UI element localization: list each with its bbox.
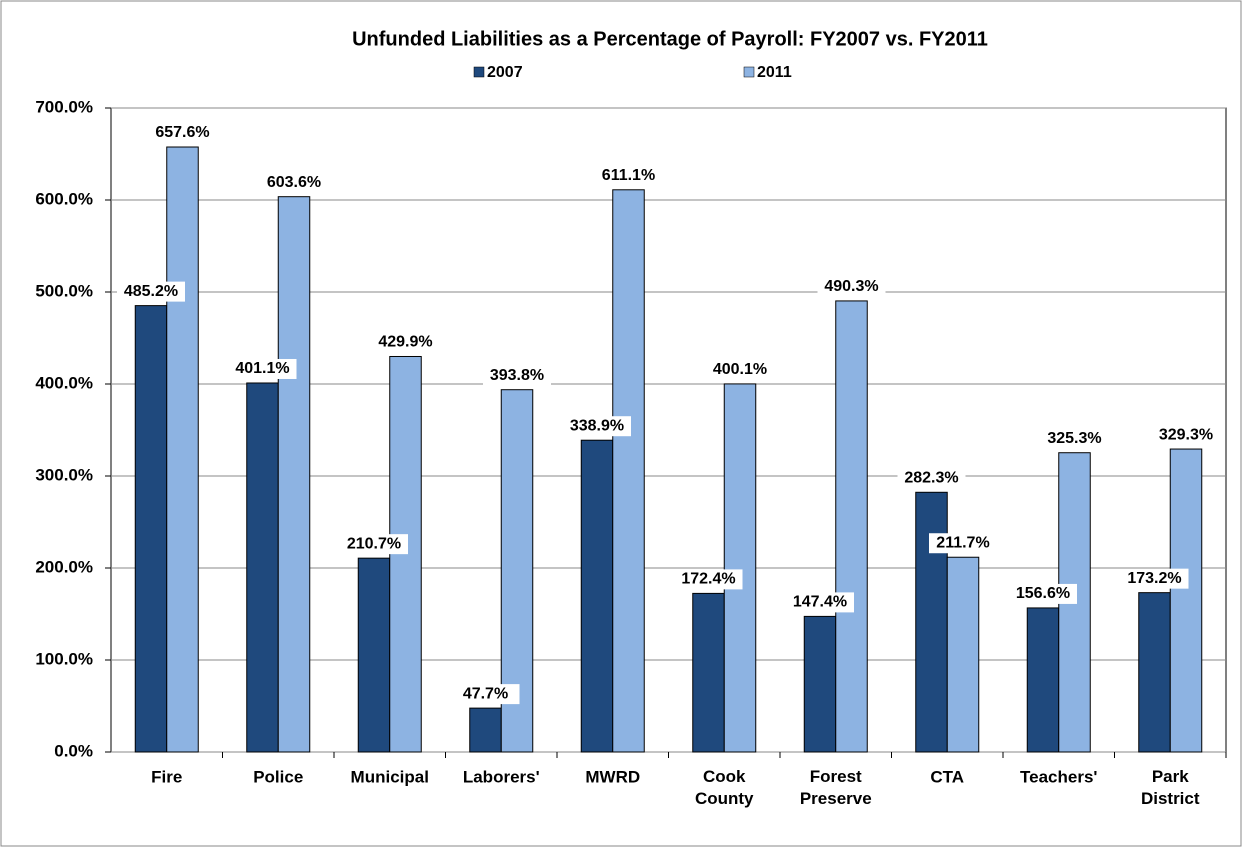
data-label: 490.3% bbox=[824, 278, 878, 295]
bar bbox=[1169, 448, 1203, 753]
data-label-bg bbox=[674, 569, 743, 590]
x-tick-label: CTA bbox=[930, 767, 964, 786]
data-label: 47.7% bbox=[463, 685, 508, 702]
data-label: 172.4% bbox=[681, 571, 735, 588]
y-tick-label: 500.0% bbox=[35, 281, 93, 300]
bar bbox=[277, 196, 311, 753]
data-label: 325.3% bbox=[1047, 430, 1101, 447]
data-label: 173.2% bbox=[1127, 570, 1181, 587]
legend-swatch bbox=[473, 66, 485, 78]
data-label-bg bbox=[340, 534, 408, 555]
y-tick-label: 600.0% bbox=[35, 189, 93, 208]
bar bbox=[723, 383, 757, 753]
data-label-bg bbox=[594, 165, 663, 186]
bar bbox=[835, 300, 868, 753]
bar bbox=[357, 557, 391, 753]
legend-label: 2011 bbox=[757, 64, 792, 81]
data-label-bg bbox=[1120, 568, 1189, 589]
bar bbox=[389, 355, 422, 753]
x-tick-label: Fire bbox=[151, 767, 182, 786]
data-label: 603.6% bbox=[267, 174, 321, 191]
bar bbox=[612, 189, 645, 753]
x-tick-label: Park District bbox=[1141, 767, 1200, 808]
y-tick-label: 400.0% bbox=[35, 373, 93, 392]
y-tick-label: 700.0% bbox=[35, 97, 93, 116]
data-label-bg bbox=[148, 123, 217, 144]
x-tick-label: Teachers' bbox=[1020, 767, 1097, 786]
data-label-bg bbox=[786, 592, 854, 613]
bar bbox=[134, 305, 168, 753]
x-tick-label: Police bbox=[253, 767, 303, 786]
data-label: 282.3% bbox=[904, 470, 958, 487]
data-label-bg bbox=[1152, 425, 1220, 446]
bar bbox=[1026, 607, 1060, 753]
y-tick-label: 100.0% bbox=[35, 649, 93, 668]
bar bbox=[246, 382, 279, 753]
data-label: 210.7% bbox=[347, 535, 401, 552]
legend-swatch bbox=[743, 66, 755, 78]
x-tick-label: Cook County bbox=[695, 767, 754, 808]
data-label-bg bbox=[563, 416, 631, 437]
data-label-bg bbox=[706, 359, 774, 380]
bar bbox=[915, 491, 948, 753]
data-label-bg bbox=[260, 172, 328, 193]
x-tick-label: MWRD bbox=[585, 767, 640, 786]
data-label: 657.6% bbox=[155, 124, 209, 141]
x-tick-label: Laborers' bbox=[463, 767, 540, 786]
data-label: 156.6% bbox=[1016, 585, 1070, 602]
bar bbox=[803, 615, 837, 753]
data-label: 329.3% bbox=[1159, 426, 1213, 443]
data-label-bg bbox=[228, 358, 297, 379]
data-label: 401.1% bbox=[235, 360, 289, 377]
data-label-bg bbox=[817, 276, 886, 297]
data-label-bg bbox=[483, 365, 551, 386]
legend-label: 2007 bbox=[487, 64, 523, 81]
bar bbox=[580, 439, 614, 753]
y-tick-label: 300.0% bbox=[35, 465, 93, 484]
bar bbox=[1138, 592, 1171, 753]
data-label: 400.1% bbox=[713, 361, 767, 378]
bar bbox=[166, 146, 199, 753]
bar bbox=[692, 592, 725, 753]
x-tick-label: Municipal bbox=[351, 767, 429, 786]
y-tick-label: 0.0% bbox=[54, 741, 93, 760]
bar bbox=[469, 707, 502, 753]
data-label: 393.8% bbox=[490, 367, 544, 384]
data-label: 429.9% bbox=[378, 334, 432, 351]
data-label: 211.7% bbox=[936, 534, 989, 551]
bar bbox=[946, 556, 980, 753]
data-label-bg bbox=[117, 281, 185, 302]
data-label-bg bbox=[451, 684, 520, 705]
x-tick-label: Forest Preserve bbox=[800, 767, 872, 808]
data-label: 338.9% bbox=[570, 417, 624, 434]
data-label-bg bbox=[1040, 428, 1109, 449]
data-label-bg bbox=[929, 533, 997, 554]
data-label: 147.4% bbox=[793, 594, 847, 611]
data-label: 485.2% bbox=[124, 283, 178, 300]
data-label: 611.1% bbox=[602, 167, 655, 184]
data-label-bg bbox=[1009, 583, 1077, 604]
y-tick-label: 200.0% bbox=[35, 557, 93, 576]
chart-title: Unfunded Liabilities as a Percentage of … bbox=[352, 28, 988, 50]
data-label-bg bbox=[371, 332, 440, 353]
data-label-bg bbox=[897, 468, 966, 489]
